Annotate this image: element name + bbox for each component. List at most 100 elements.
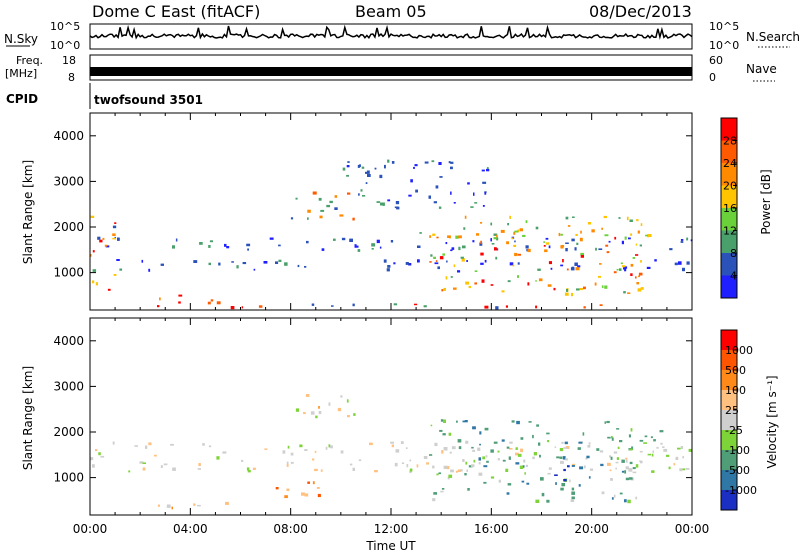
- range-gate-cell: [616, 268, 619, 271]
- y-tick-label: 4000: [53, 334, 84, 348]
- range-gate-cell: [576, 242, 579, 245]
- range-gate-cell: [535, 499, 540, 503]
- range-gate-cell: [199, 242, 203, 245]
- range-gate-cell: [447, 476, 450, 480]
- range-gate-cell: [430, 254, 433, 257]
- range-gate-cell: [465, 461, 468, 465]
- colorbar-segment: [721, 118, 737, 141]
- range-gate-cell: [636, 219, 639, 222]
- range-gate-cell: [379, 174, 383, 179]
- range-gate-cell: [99, 239, 103, 243]
- range-gate-cell: [456, 420, 458, 423]
- range-gate-cell: [92, 464, 95, 468]
- range-gate-cell: [599, 304, 603, 306]
- nave-tick-bottom: 0: [709, 71, 716, 84]
- range-gate-cell: [543, 241, 546, 243]
- range-gate-cell: [480, 252, 484, 256]
- range-gate-cell: [561, 245, 565, 247]
- range-gate-cell: [460, 469, 463, 472]
- range-gate-cell: [275, 487, 279, 490]
- range-gate-cell: [362, 195, 366, 197]
- range-gate-cell: [626, 459, 628, 463]
- range-gate-cell: [374, 167, 377, 170]
- range-gate-cell: [600, 463, 604, 467]
- range-gate-cell: [619, 492, 623, 495]
- range-gate-cell: [629, 219, 633, 222]
- range-gate-cell: [506, 241, 509, 245]
- range-gate-cell: [688, 448, 692, 452]
- range-gate-cell: [547, 472, 551, 475]
- range-gate-cell: [458, 235, 462, 239]
- range-gate-cell: [468, 285, 472, 289]
- range-gate-cell: [591, 229, 595, 233]
- range-gate-cell: [647, 234, 649, 238]
- range-gate-cell: [359, 164, 361, 168]
- colorbar-tick-label: 16: [723, 202, 737, 215]
- colorbar-segment: [721, 275, 737, 298]
- x-tick-label: 00:00: [73, 522, 108, 536]
- range-gate-cell: [613, 451, 618, 454]
- power-x-ticks: [89, 113, 693, 310]
- range-gate-cell: [458, 246, 461, 251]
- range-gate-cell: [319, 215, 323, 219]
- range-gate-cell: [624, 470, 627, 474]
- range-gate-cell: [426, 462, 429, 465]
- range-gate-cell: [333, 238, 336, 241]
- range-gate-cell: [501, 290, 505, 293]
- range-gate-cell: [640, 223, 643, 226]
- range-gate-cell: [509, 215, 511, 219]
- velocity-panel-frame: [89, 317, 693, 516]
- range-gate-cell: [637, 230, 640, 234]
- range-gate-cell: [409, 459, 412, 462]
- range-gate-cell: [438, 472, 442, 475]
- range-gate-cell: [571, 496, 575, 500]
- range-gate-cell: [646, 266, 651, 269]
- range-gate-cell: [207, 301, 211, 305]
- range-gate-cell: [379, 246, 382, 249]
- range-gate-cell: [637, 288, 642, 292]
- range-gate-cell: [416, 464, 419, 468]
- range-gate-cell: [247, 248, 249, 251]
- range-gate-cell: [526, 482, 530, 485]
- range-gate-cell: [624, 499, 627, 503]
- range-gate-cell: [159, 297, 161, 301]
- range-gate-cell: [610, 456, 613, 460]
- range-gate-cell: [599, 263, 602, 265]
- range-gate-cell: [224, 243, 227, 247]
- range-gate-cell: [409, 468, 413, 472]
- range-gate-cell: [154, 454, 157, 457]
- nsky-tick-top: 10^5: [50, 20, 80, 33]
- range-gate-cell: [376, 239, 380, 244]
- range-gate-cell: [278, 259, 282, 262]
- range-gate-cell: [450, 191, 452, 195]
- range-gate-cell: [128, 470, 131, 473]
- range-gate-cell: [405, 447, 408, 449]
- range-gate-cell: [639, 450, 643, 453]
- range-gate-cell: [112, 441, 115, 445]
- range-gate-cell: [142, 467, 146, 471]
- range-gate-cell: [682, 468, 686, 471]
- range-gate-cell: [638, 275, 640, 278]
- range-gate-cell: [615, 461, 619, 464]
- range-gate-cell: [330, 445, 333, 449]
- range-gate-cell: [275, 261, 279, 264]
- range-gate-cell: [290, 461, 294, 464]
- velocity-y-label: Slant Range [km]: [21, 366, 35, 470]
- range-gate-cell: [92, 269, 97, 272]
- cpid-label: CPID: [6, 92, 38, 106]
- noise-trace: [89, 24, 693, 40]
- range-gate-cell: [631, 446, 634, 450]
- range-gate-cell: [497, 458, 500, 461]
- range-gate-cell: [304, 266, 307, 268]
- range-gate-cell: [318, 197, 322, 201]
- range-gate-cell: [651, 470, 655, 473]
- range-gate-cell: [513, 231, 516, 235]
- range-gate-cell: [635, 243, 638, 246]
- range-gate-cell: [505, 468, 509, 472]
- range-gate-cell: [543, 245, 546, 247]
- range-gate-cell: [639, 460, 643, 464]
- range-gate-cell: [450, 469, 454, 473]
- range-gate-cell: [310, 411, 315, 415]
- range-gate-cell: [303, 412, 306, 415]
- range-gate-cell: [620, 262, 623, 265]
